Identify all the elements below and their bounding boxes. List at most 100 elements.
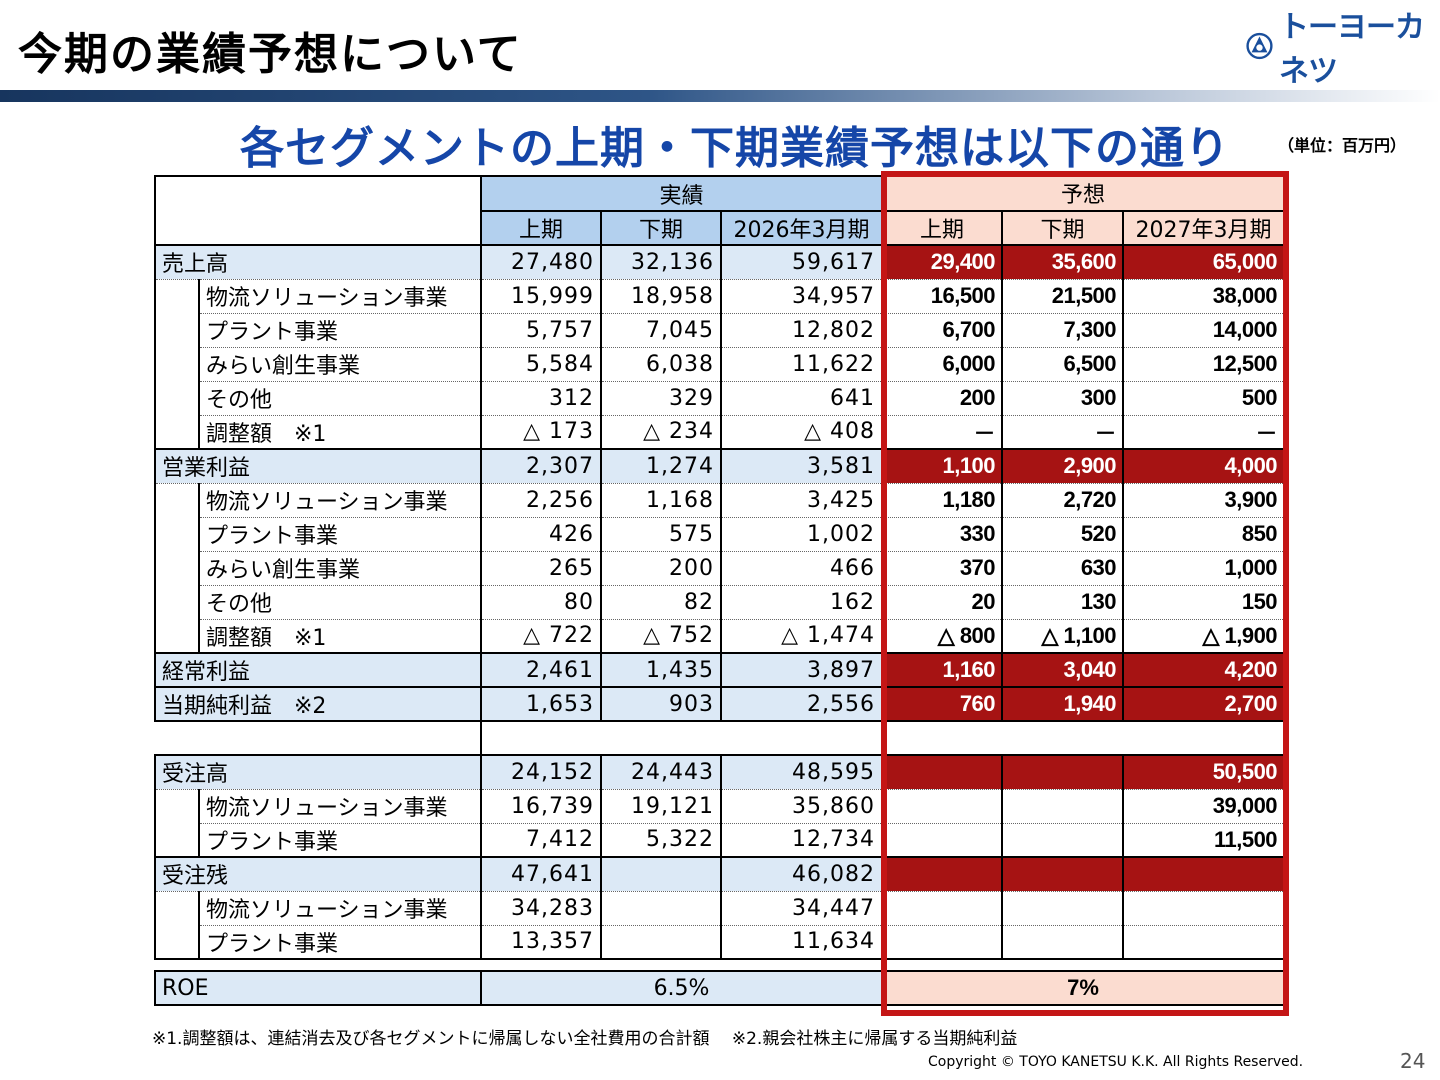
table-row: プラント事業 7,412 5,322 12,734 11,500 (154, 823, 1284, 858)
roe-label: ROE (154, 970, 482, 1006)
forecast-value: 760 (881, 686, 1003, 722)
actual-value: 27,480 (481, 244, 602, 280)
actual-value: 82 (601, 585, 722, 620)
actual-value: 162 (721, 585, 884, 620)
actual-value: 575 (601, 517, 722, 552)
forecast-value: 4,000 (1122, 448, 1284, 484)
actual-value: 5,584 (481, 347, 602, 382)
forecast-value: 1,100 (881, 448, 1003, 484)
forecast-value: 1,940 (1001, 686, 1124, 722)
copyright: Copyright © TOYO KANETSU K.K. All Rights… (928, 1054, 1304, 1070)
forecast-value: 1,000 (1122, 551, 1284, 586)
forecast-value: 38,000 (1122, 279, 1284, 314)
forecast-value: 2,720 (1001, 483, 1124, 518)
forecast-value: 6,000 (881, 347, 1003, 382)
forecast-value: △ 1,100 (1001, 619, 1124, 654)
row-label: その他 (198, 585, 482, 620)
table-row: 売上高 27,480 32,136 59,617 29,400 35,600 65,000 (154, 244, 1284, 280)
column-header: 上期 (480, 210, 602, 246)
forecast-value (1001, 823, 1124, 858)
actual-value: 903 (601, 686, 722, 722)
forecast-value: 50,500 (1122, 754, 1284, 790)
indent-cell (154, 347, 199, 381)
forecast-value (881, 891, 1003, 926)
table-row: その他 80 82 162 20 130 150 (154, 585, 1284, 620)
row-label: みらい創生事業 (198, 347, 482, 382)
forecast-value: 6,500 (1001, 347, 1124, 382)
table-row: 営業利益 2,307 1,274 3,581 1,100 2,900 4,000 (154, 448, 1284, 484)
forecast-value: △ 800 (881, 619, 1003, 654)
actual-value: 1,435 (601, 652, 722, 688)
table-row: プラント事業 426 575 1,002 330 520 850 (154, 517, 1284, 552)
actual-value: 1,274 (601, 448, 722, 484)
roe-actual-value: 6.5% (479, 970, 884, 1006)
actual-value: 32,136 (601, 244, 722, 280)
forecast-value: 3,040 (1001, 652, 1124, 688)
forecast-value (1001, 789, 1124, 824)
actual-value: 641 (721, 381, 884, 416)
column-header: 下期 (1001, 211, 1124, 246)
forecast-value (881, 925, 1003, 960)
forecast-value (1122, 856, 1284, 892)
forecast-value (1122, 925, 1284, 960)
column-header: 下期 (600, 210, 722, 246)
indent-cell (154, 789, 199, 823)
actual-value: 46,082 (721, 856, 884, 892)
actual-value: 1,002 (721, 517, 884, 552)
forecast-value: － (1122, 415, 1284, 450)
forecast-value: 2,700 (1122, 686, 1284, 722)
actual-value: 80 (481, 585, 602, 620)
actual-value: △ 173 (481, 415, 602, 450)
actual-value: 329 (601, 381, 722, 416)
actual-value: △ 722 (481, 619, 602, 654)
actual-value: 1,168 (601, 483, 722, 518)
table-row: みらい創生事業 265 200 466 370 630 1,000 (154, 551, 1284, 586)
row-label: プラント事業 (198, 823, 482, 858)
company-logo: トーヨーカネツ (1246, 10, 1440, 89)
indent-cell (154, 279, 199, 313)
page-title: 今期の業績予想について (18, 29, 523, 80)
table-row: 受注残 47,641 46,082 (154, 856, 1284, 892)
page-number: 24 (1400, 1049, 1426, 1073)
row-label: 営業利益 (154, 448, 482, 484)
actual-value: 5,757 (481, 313, 602, 348)
row-label: その他 (198, 381, 482, 416)
section-subtitle: 各セグメントの上期・下期業績予想は以下の通り (240, 123, 1230, 174)
row-label: みらい創生事業 (198, 551, 482, 586)
actual-value: 3,897 (721, 652, 884, 688)
indent-cell (154, 823, 199, 857)
row-label: プラント事業 (198, 517, 482, 552)
actual-value: △ 408 (721, 415, 884, 450)
forecast-value (881, 754, 1003, 790)
forecast-value (1001, 891, 1124, 926)
table-row: プラント事業 5,757 7,045 12,802 6,700 7,300 14,000 (154, 313, 1284, 348)
table-row: 調整額 ※1 △ 173 △ 234 △ 408 －－－ (154, 415, 1284, 450)
logo-mark-icon (1246, 32, 1273, 60)
forecast-value: 630 (1001, 551, 1124, 586)
actual-value (601, 856, 722, 892)
title-underline-bar (0, 90, 1440, 102)
forecast-value: 16,500 (881, 279, 1003, 314)
forecast-value (881, 789, 1003, 824)
forecast-value: 1,160 (881, 652, 1003, 688)
row-label: 調整額 ※1 (198, 415, 482, 450)
table-row: プラント事業 13,357 11,634 (154, 925, 1284, 960)
forecast-value: 520 (1001, 517, 1124, 552)
row-label: 物流ソリューション事業 (198, 279, 482, 314)
indent-cell (154, 415, 199, 449)
table-row: 当期純利益 ※2 1,653 903 2,556 760 1,940 2,700 (154, 686, 1284, 722)
row-label: 物流ソリューション事業 (198, 891, 482, 926)
forecast-value: 21,500 (1001, 279, 1124, 314)
actual-value: 19,121 (601, 789, 722, 824)
blank-cell (479, 721, 884, 755)
column-header: 上期 (882, 211, 1003, 246)
actual-value: 11,634 (721, 925, 884, 960)
forecast-value (881, 856, 1003, 892)
indent-cell (154, 381, 199, 415)
actual-value: 3,425 (721, 483, 884, 518)
forecast-value: 20 (881, 585, 1003, 620)
logo-text: トーヨーカネツ (1278, 10, 1425, 89)
forecast-value: 850 (1122, 517, 1284, 552)
table-row: 受注高 24,152 24,443 48,595 50,500 (154, 754, 1284, 790)
row-label: 売上高 (154, 244, 482, 280)
